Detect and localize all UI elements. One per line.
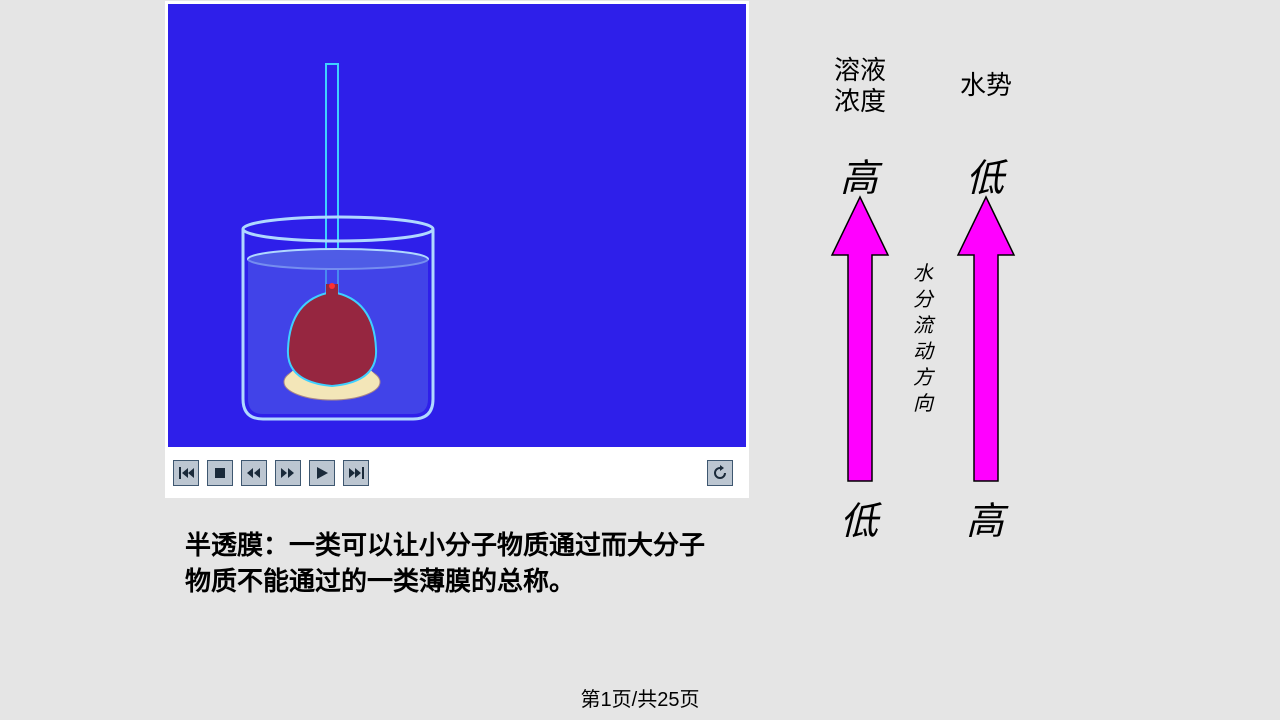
- stop-button[interactable]: [207, 460, 233, 486]
- arrow-right: [954, 195, 1018, 485]
- rewind-button[interactable]: [241, 460, 267, 486]
- caption-text: 半透膜：一类可以让小分子物质通过而大分子物质不能通过的一类薄膜的总称。: [185, 527, 710, 600]
- flow-direction-label: 水 分 流 动 方 向: [912, 261, 934, 417]
- replay-button[interactable]: [707, 460, 733, 486]
- col2-top-label: 低: [966, 147, 1004, 202]
- col2-bottom-label: 高: [966, 490, 1004, 545]
- osmosis-diagram: 溶液 浓度 水势 高 低 水 分 流 动 方 向 低 高: [790, 55, 1120, 575]
- col1-bottom-label: 低: [840, 490, 878, 545]
- animation-canvas: [168, 4, 746, 447]
- column1-header: 溶液 浓度: [830, 55, 890, 117]
- arrow-left: [828, 195, 892, 485]
- col1-top-label: 高: [840, 147, 878, 202]
- column2-header: 水势: [960, 70, 1012, 101]
- play-button[interactable]: [309, 460, 335, 486]
- skip-start-button[interactable]: [173, 460, 199, 486]
- media-player: [165, 1, 749, 498]
- media-controls: [168, 450, 746, 495]
- beaker-illustration: [168, 4, 746, 447]
- fast-forward-button[interactable]: [275, 460, 301, 486]
- skip-end-button[interactable]: [343, 460, 369, 486]
- page-indicator: 第1页/共25页: [0, 683, 1280, 712]
